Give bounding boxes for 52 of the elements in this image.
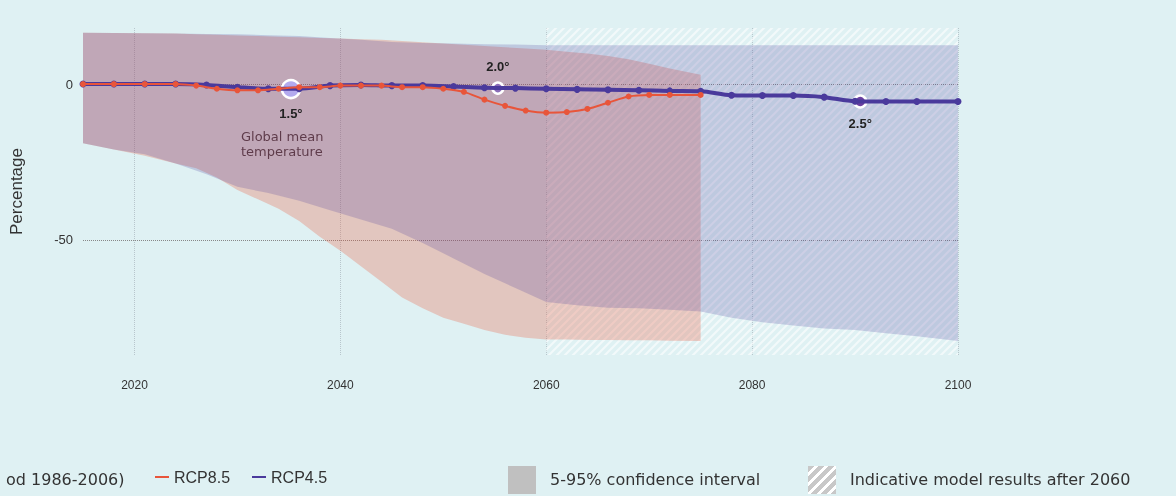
annotation: Global mean temperature — [240, 129, 324, 160]
point — [635, 86, 643, 94]
point — [913, 98, 921, 105]
point — [584, 105, 591, 112]
point — [543, 109, 550, 116]
point — [481, 96, 488, 103]
point — [604, 86, 612, 94]
point — [851, 97, 859, 105]
annotation: 2.5° — [848, 115, 872, 131]
x-tick-label: 2080 — [738, 378, 766, 392]
annotation: 2.0° — [486, 59, 510, 75]
y-axis-title: Percentage — [7, 148, 26, 235]
point — [213, 85, 220, 92]
point — [316, 84, 323, 91]
point — [337, 82, 344, 89]
point — [563, 109, 570, 116]
point — [882, 98, 890, 105]
point — [193, 82, 200, 89]
point — [234, 87, 241, 94]
point — [275, 85, 282, 92]
point — [820, 93, 828, 101]
y-tick-label: -50 — [54, 232, 73, 248]
legend-label: RCP8.5 — [174, 468, 231, 486]
x-tick-label: 2020 — [121, 378, 149, 392]
point — [954, 98, 962, 105]
point — [542, 85, 550, 93]
y-tick-label: 0 — [65, 76, 73, 92]
point — [573, 85, 581, 93]
point — [522, 107, 529, 114]
point — [511, 84, 519, 92]
x-tick-label: 2060 — [532, 378, 560, 392]
point — [646, 91, 653, 98]
x-tick-label: 2040 — [327, 378, 355, 392]
text: 5-95% confidence interval — [550, 469, 761, 491]
legend-label: RCP4.5 — [271, 468, 328, 486]
point — [666, 91, 673, 98]
point — [255, 87, 261, 94]
point — [758, 92, 766, 100]
legend-label: Indicative model results after 2060 — [850, 469, 1131, 491]
point — [625, 93, 632, 100]
point — [789, 92, 797, 100]
point — [502, 102, 509, 109]
point — [728, 91, 736, 99]
annotation: 1.5° — [279, 106, 303, 122]
legend-title: od 1986-2006) — [6, 469, 125, 491]
point — [697, 91, 704, 98]
point — [399, 84, 406, 91]
x-tick-label: 2100 — [944, 378, 972, 392]
point — [440, 85, 447, 92]
point — [480, 84, 488, 92]
point — [460, 88, 467, 95]
point — [605, 99, 611, 106]
